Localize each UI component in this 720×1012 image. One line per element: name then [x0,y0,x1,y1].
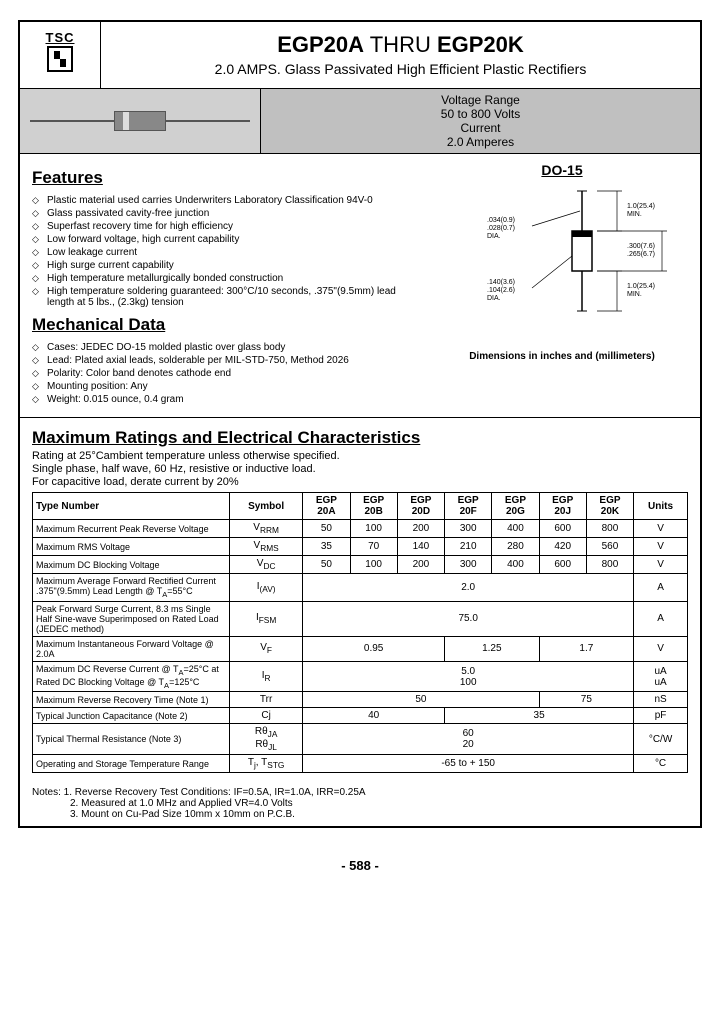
title-suffix: EGP20K [437,32,524,57]
spec-table: Type NumberSymbolEGP20AEGP20BEGP20DEGP20… [32,492,688,773]
title-box: EGP20A THRU EGP20K 2.0 AMPS. Glass Passi… [101,22,700,88]
table-row: Maximum DC Blocking VoltageVDC5010020030… [33,556,688,574]
dimension-diagram: 1.0(25.4) MIN. .300(7.6) .265(6.7) 1.0(2… [432,186,692,346]
title-main: EGP20A THRU EGP20K [109,32,692,58]
feature-item: High temperature soldering guaranteed: 3… [32,285,412,309]
footnote: 3. Mount on Cu-Pad Size 10mm x 10mm on P… [32,809,688,820]
svg-text:.028(0.7): .028(0.7) [487,225,515,232]
info-row: Voltage Range 50 to 800 Volts Current 2.… [20,89,700,154]
table-row: Maximum Instantaneous Forward Voltage @ … [33,636,688,661]
table-row: Maximum Average Forward Rectified Curren… [33,574,688,602]
table-header: Units [634,493,688,520]
feature-list: Plastic material used carries Underwrite… [32,194,412,309]
features-heading: Features [32,168,412,188]
table-header: EGP20K [586,493,633,520]
table-header: EGP20G [492,493,539,520]
package-name: DO-15 [432,162,692,178]
voltage-range-value: 50 to 800 Volts [265,107,696,121]
page-number: - 588 - [0,848,720,883]
ratings-note: For capacitive load, derate current by 2… [32,476,688,488]
left-column: Features Plastic material used carries U… [20,154,424,417]
logo-symbol [46,45,74,80]
mechanical-list: Cases: JEDEC DO-15 molded plastic over g… [32,341,412,406]
table-header: EGP20A [303,493,350,520]
table-header: EGP20J [539,493,586,520]
voltage-range-label: Voltage Range [265,93,696,107]
table-row: Maximum DC Reverse Current @ TA=25°C at … [33,661,688,692]
svg-text:1.0(25.4): 1.0(25.4) [627,283,655,290]
table-row: Maximum RMS VoltageVRMS35701402102804205… [33,538,688,556]
feature-item: Superfast recovery time for high efficie… [32,220,412,233]
feature-item: Glass passivated cavity-free junction [32,207,412,220]
table-row: Maximum Reverse Recovery Time (Note 1)Tr… [33,692,688,708]
current-label: Current [265,121,696,135]
svg-text:.140(3.6): .140(3.6) [487,279,515,286]
logo-box: TSC [20,22,101,88]
svg-text:.034(0.9): .034(0.9) [487,217,515,224]
table-row: Typical Thermal Resistance (Note 3)RθJAR… [33,724,688,755]
current-value: 2.0 Amperes [265,135,696,149]
table-row: Typical Junction Capacitance (Note 2)Cj4… [33,708,688,724]
svg-text:1.0(25.4): 1.0(25.4) [627,203,655,210]
table-header: Type Number [33,493,230,520]
table-header: Symbol [230,493,303,520]
content-row: Features Plastic material used carries U… [20,154,700,417]
table-header: EGP20F [445,493,492,520]
table-row: Peak Forward Surge Current, 8.3 ms Singl… [33,601,688,636]
ratings-note: Single phase, half wave, 60 Hz, resistiv… [32,463,688,475]
mech-item: Lead: Plated axial leads, solderable per… [32,354,412,367]
header-row: TSC EGP20A THRU EGP20K 2.0 AMPS. Glass P… [20,22,700,89]
logo-text: TSC [46,30,75,45]
footnote: Notes: 1. Reverse Recovery Test Conditio… [32,787,688,798]
feature-item: High temperature metallurgically bonded … [32,272,412,285]
right-column: DO-15 1.0(25.4) MIN. [424,154,700,417]
feature-item: Low forward voltage, high current capabi… [32,233,412,246]
title-mid: THRU [364,32,437,57]
diode-image [20,89,261,153]
table-header: EGP20D [397,493,444,520]
title-sub: 2.0 AMPS. Glass Passivated High Efficien… [109,61,692,77]
mechanical-heading: Mechanical Data [32,315,412,335]
svg-text:MIN.: MIN. [627,211,642,218]
datasheet-page: TSC EGP20A THRU EGP20K 2.0 AMPS. Glass P… [18,20,702,828]
ratings-heading: Maximum Ratings and Electrical Character… [32,428,688,448]
dimension-caption: Dimensions in inches and (millimeters) [432,351,692,362]
table-row: Operating and Storage Temperature RangeT… [33,755,688,773]
voltage-box: Voltage Range 50 to 800 Volts Current 2.… [261,89,700,153]
mech-item: Cases: JEDEC DO-15 molded plastic over g… [32,341,412,354]
svg-text:DIA.: DIA. [487,233,501,240]
feature-item: High surge current capability [32,259,412,272]
svg-text:.265(6.7): .265(6.7) [627,251,655,258]
table-row: Maximum Recurrent Peak Reverse VoltageVR… [33,520,688,538]
footnote: 2. Measured at 1.0 MHz and Applied VR=4.… [32,798,688,809]
svg-text:.104(2.6): .104(2.6) [487,287,515,294]
footnotes: Notes: 1. Reverse Recovery Test Conditio… [20,781,700,826]
mech-item: Mounting position: Any [32,380,412,393]
mech-item: Weight: 0.015 ounce, 0.4 gram [32,393,412,406]
feature-item: Plastic material used carries Underwrite… [32,194,412,207]
ratings-section: Maximum Ratings and Electrical Character… [20,417,700,781]
svg-text:DIA.: DIA. [487,295,501,302]
mech-item: Polarity: Color band denotes cathode end [32,367,412,380]
svg-text:MIN.: MIN. [627,291,642,298]
svg-text:.300(7.6): .300(7.6) [627,243,655,250]
ratings-note: Rating at 25°Cambient temperature unless… [32,450,688,462]
title-prefix: EGP20A [277,32,364,57]
table-header: EGP20B [350,493,397,520]
feature-item: Low leakage current [32,246,412,259]
